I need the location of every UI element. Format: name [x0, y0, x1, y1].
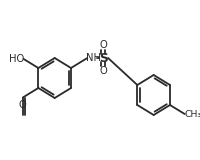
Text: O: O: [99, 40, 107, 50]
Text: CH₃: CH₃: [184, 109, 200, 119]
Text: O: O: [99, 66, 107, 76]
Text: NH: NH: [86, 53, 101, 63]
Text: O: O: [19, 100, 27, 109]
Text: S: S: [98, 52, 107, 64]
Text: HO: HO: [9, 54, 25, 64]
